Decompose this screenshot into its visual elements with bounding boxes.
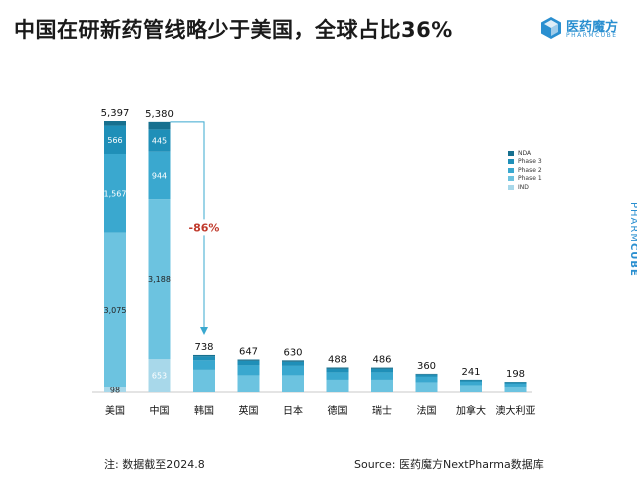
bar-segment (282, 365, 304, 376)
logo-subtitle: PHARMCUBE (566, 32, 618, 39)
logo-name: 医药魔方 (566, 20, 619, 35)
bar-segment (193, 354, 215, 357)
category-label: 德国 (328, 404, 348, 417)
bar-segment (415, 374, 438, 377)
bar-segment (371, 367, 393, 369)
annotation-label: -86% (189, 221, 220, 234)
bar-segment (504, 383, 527, 387)
bar-segment (148, 151, 171, 200)
bar-segment (282, 360, 304, 362)
bar-segment (104, 387, 126, 392)
segment-label: 653 (152, 372, 167, 381)
bar-segment (460, 380, 482, 382)
bar-segment (326, 367, 349, 369)
bar-segment (148, 129, 171, 152)
bar-segment (148, 199, 171, 360)
brand-logo: 医药魔方 PHARMCUBE (540, 16, 632, 42)
category-label: 加拿大 (456, 404, 486, 417)
bar-segment (371, 372, 393, 380)
bar-segment (237, 375, 260, 392)
bar-segment (504, 386, 527, 392)
annotation-box (188, 219, 220, 236)
segment-label: 3,075 (104, 306, 127, 315)
bar-segment (104, 121, 126, 126)
source-note: Source: 医药魔方NextPharma数据库 (354, 458, 544, 471)
bar-segment (148, 359, 171, 392)
category-label: 法国 (417, 404, 437, 417)
bar-total-label: 241 (461, 367, 480, 378)
bar-segment (326, 368, 349, 373)
bar-total-label: 5,397 (101, 108, 130, 119)
bar-segment (326, 372, 349, 380)
footnote: 注: 数据截至2024.8 (104, 458, 205, 471)
bar-total-label: 360 (417, 361, 436, 372)
segment-label: 3,188 (148, 275, 171, 284)
segment-label: 1,567 (104, 189, 127, 198)
category-label: 中国 (150, 404, 170, 417)
bar-segment (237, 359, 260, 361)
legend-swatch (508, 151, 514, 156)
bar-segment (104, 232, 126, 388)
segment-label: 944 (152, 171, 167, 180)
category-label: 瑞士 (372, 404, 392, 417)
bar-segment (415, 373, 438, 375)
legend-label: Phase 1 (518, 175, 542, 183)
bar-segment (148, 121, 171, 130)
bar-total-label: 630 (283, 347, 302, 358)
legend-label: IND (518, 183, 529, 191)
bar-total-label: 198 (506, 369, 525, 380)
legend-swatch (508, 176, 514, 182)
bar-segment (504, 382, 527, 384)
bar-segment (237, 360, 260, 366)
segment-label: 98 (110, 386, 120, 395)
bar-segment (326, 379, 349, 392)
bar-total-label: 488 (328, 354, 347, 365)
bar-total-label: 486 (372, 355, 391, 366)
category-label: 韩国 (194, 404, 214, 417)
legend-label: NDA (518, 150, 532, 157)
annotation-arrow-line (170, 121, 205, 333)
bar-segment (193, 360, 215, 370)
annotation-arrowhead (200, 326, 208, 335)
bar-segment (415, 376, 438, 383)
category-label: 日本 (283, 404, 303, 417)
bar-segment (504, 382, 527, 383)
side-brand: PHARMCUBE (617, 200, 639, 310)
bar-segment (104, 125, 126, 154)
legend-label: Phase 3 (518, 158, 542, 166)
bar-segment (460, 379, 482, 381)
bar-segment (460, 381, 482, 386)
segment-label: 445 (152, 137, 167, 146)
legend-swatch (508, 167, 514, 173)
bar-segment (371, 368, 393, 373)
side-brand-suffix: CUBE (628, 243, 637, 277)
bar-total-label: 647 (239, 347, 258, 358)
bar-segment (237, 365, 260, 376)
bar-segment (282, 375, 304, 392)
bar-total-label: 5,380 (145, 109, 174, 120)
side-brand-prefix: PHARM (628, 202, 637, 243)
category-label: 澳大利亚 (496, 404, 536, 417)
legend-swatch (508, 159, 514, 165)
legend-label: Phase 2 (518, 166, 542, 174)
bar-segment (415, 382, 438, 392)
category-label: 美国 (105, 404, 125, 417)
cube-logo-icon (541, 17, 561, 39)
bar-segment (193, 369, 215, 392)
svg-text:PHARMCUBE: PHARMCUBE (628, 202, 637, 277)
segment-label: 566 (107, 136, 122, 145)
legend-swatch (508, 184, 514, 190)
bar-segment (371, 379, 393, 392)
bar-segment (193, 356, 215, 361)
bar-segment (460, 385, 482, 392)
bar-total-label: 738 (194, 342, 213, 353)
category-label: 英国 (239, 404, 259, 417)
bar-segment (104, 153, 126, 233)
bar-segment (282, 361, 304, 366)
page-title: 中国在研新药管线略少于美国，全球占比36% (14, 18, 453, 42)
